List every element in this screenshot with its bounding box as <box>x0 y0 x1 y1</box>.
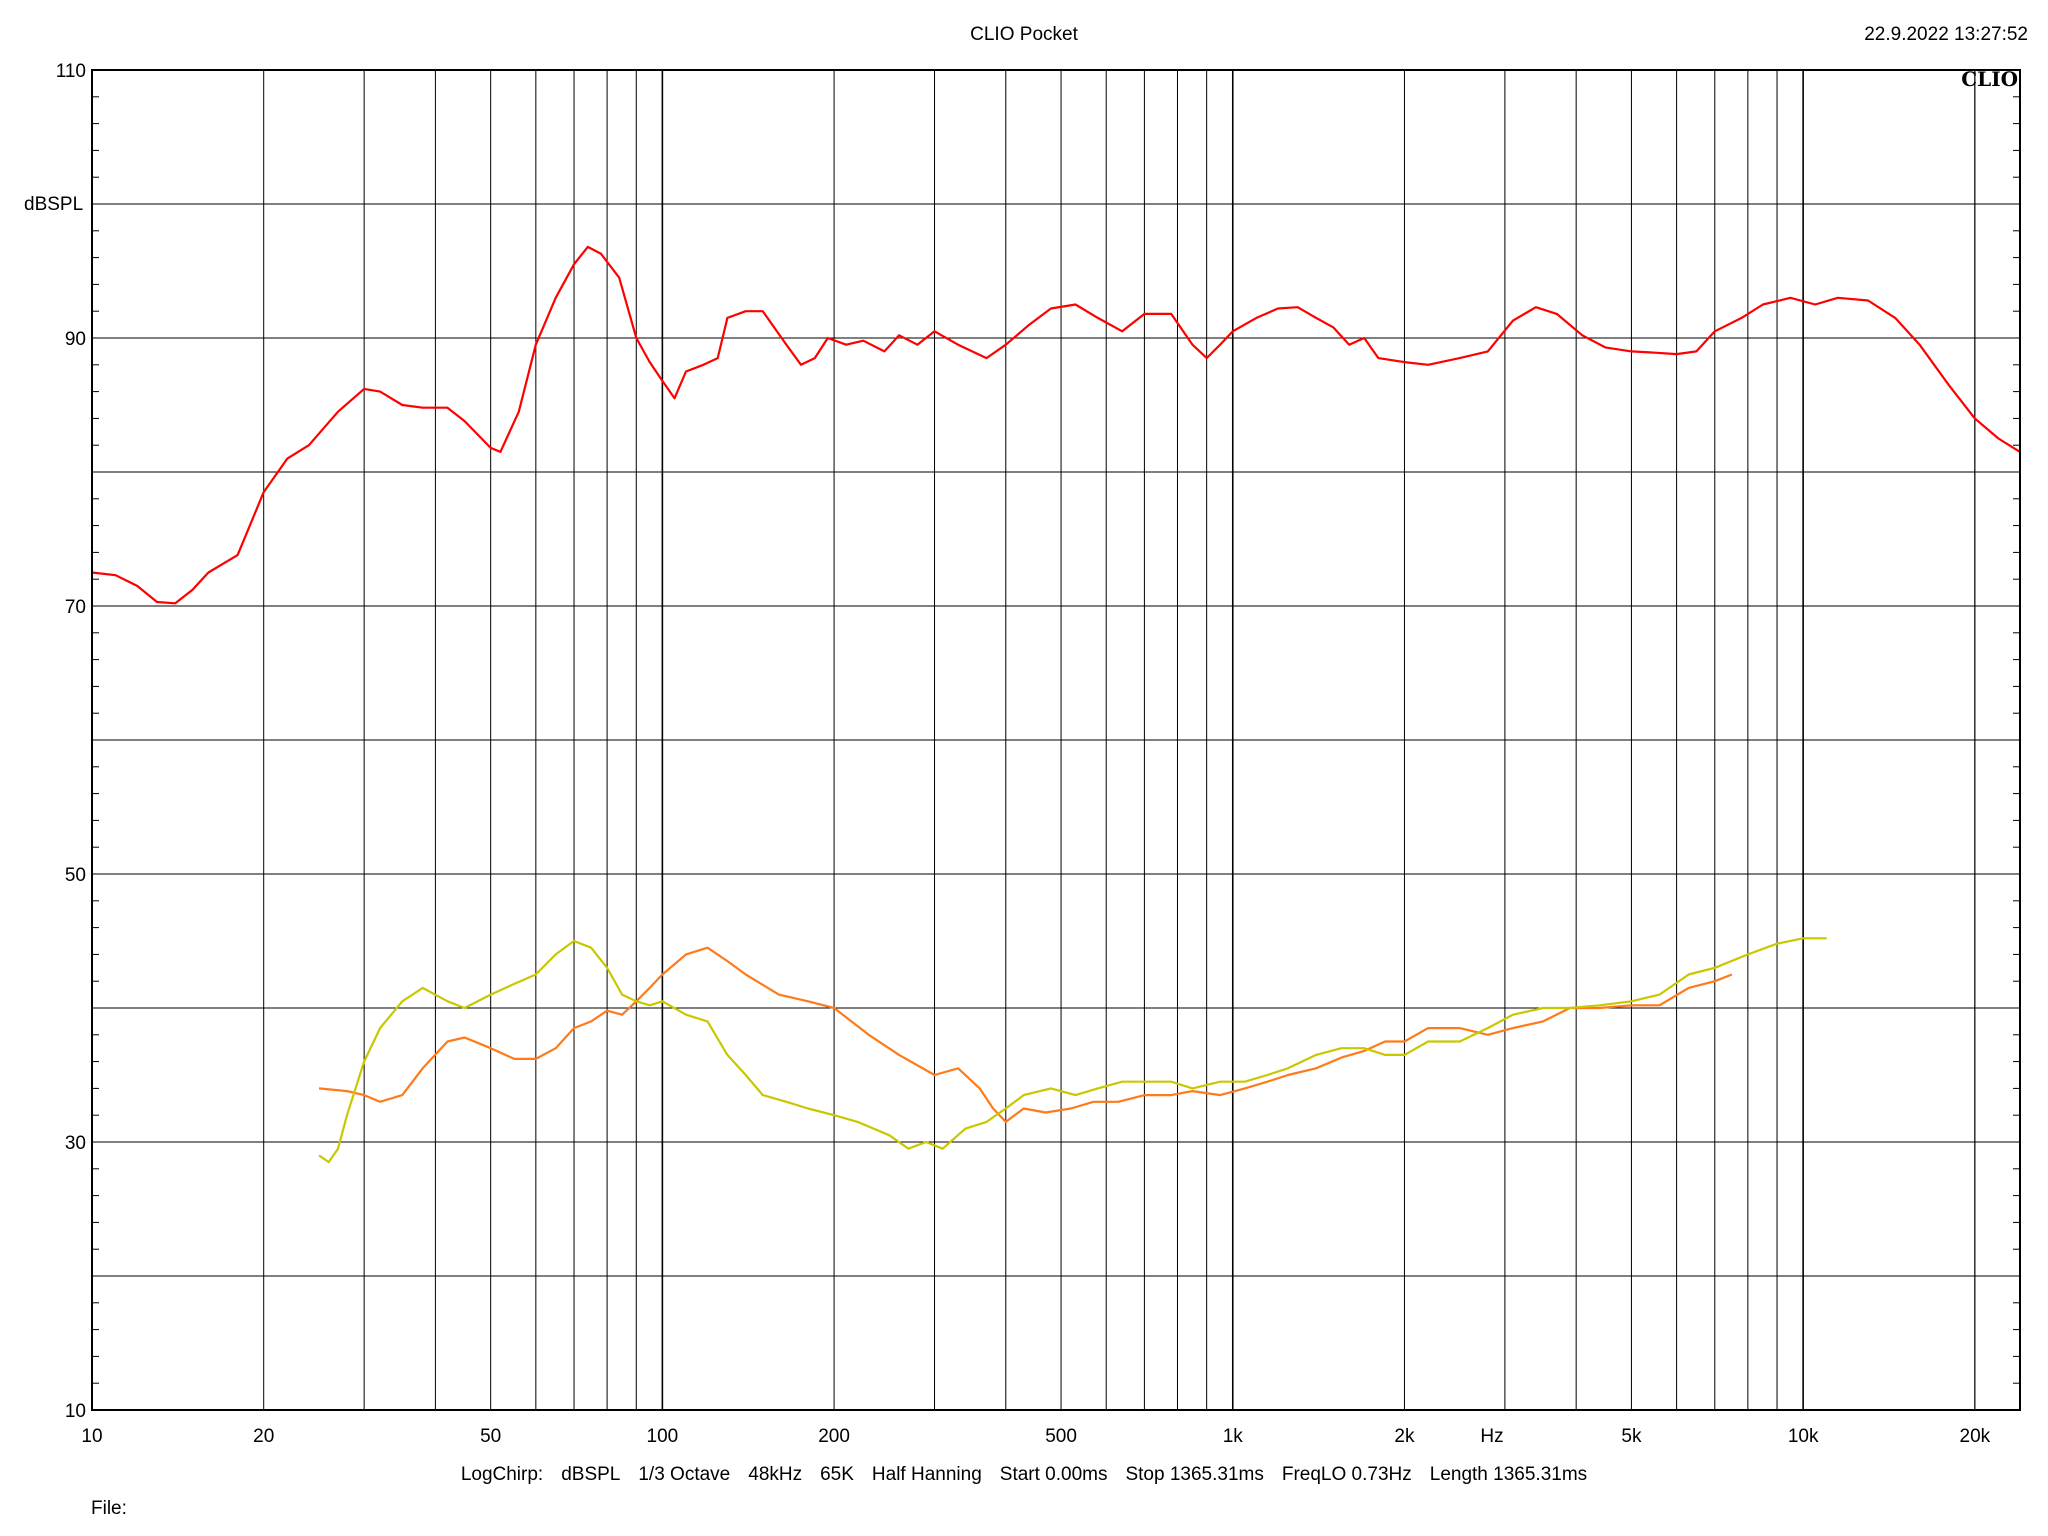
x-tick-label: 10k <box>1788 1426 1819 1447</box>
x-tick-label: 20k <box>1960 1426 1991 1447</box>
measurement-setting: 48kHz <box>748 1464 803 1485</box>
x-axis-unit-label: Hz <box>1480 1426 1503 1447</box>
x-tick-label: 100 <box>647 1426 679 1447</box>
measurement-setting: LogChirp: <box>460 1464 544 1485</box>
y-tick-label: 10 <box>65 1401 86 1422</box>
series-layer <box>91 245 2021 1164</box>
y-tick-label: 50 <box>65 865 86 886</box>
measurement-setting: FreqLO 0.73Hz <box>1281 1464 1412 1485</box>
file-label: File: <box>91 1498 127 1519</box>
measurement-setting: 65K <box>820 1464 854 1485</box>
response-curve-3 <box>318 937 1827 1164</box>
plot-frame <box>91 69 2021 1411</box>
x-tick-label: 5k <box>1621 1426 1642 1447</box>
measurement-setting: dBSPL <box>561 1464 621 1485</box>
x-tick-label: 500 <box>1045 1426 1077 1447</box>
y-tick-label: 70 <box>65 597 86 618</box>
y-tick-label: 110 <box>56 61 86 82</box>
measurement-setting: Half Hanning <box>871 1464 982 1485</box>
timestamp: 22.9.2022 13:27:52 <box>1864 24 2028 45</box>
major-gridlines <box>91 69 2020 1411</box>
x-tick-label: 20 <box>253 1426 274 1447</box>
measurement-setting: Stop 1365.31ms <box>1125 1464 1264 1485</box>
y-tick-labels: 10 30 50 70 90 110 <box>56 61 86 1422</box>
measurement-setting: Length 1365.31ms <box>1429 1464 1588 1485</box>
y-axis-unit-label: dBSPL <box>24 194 83 215</box>
y-tick-label: 90 <box>65 329 86 350</box>
x-tick-label: 2k <box>1394 1426 1415 1447</box>
response-curve-2 <box>318 946 1733 1124</box>
measurement-setting: Start 0.00ms <box>999 1464 1108 1485</box>
response-curve-1 <box>91 245 2021 605</box>
measurement-setting: 1/3 Octave <box>638 1464 731 1485</box>
x-tick-label: 10 <box>81 1426 102 1447</box>
x-tick-labels: 10 20 50 100 200 500 1k 2k 5k 10k 20k <box>81 1426 1990 1447</box>
measurement-settings: LogChirp: dBSPL 1/3 Octave 48kHz 65K Half Han… <box>0 1464 2048 1486</box>
logo: CLIO <box>1961 67 2018 91</box>
app-title: CLIO Pocket <box>970 24 1078 45</box>
x-tick-label: 1k <box>1223 1426 1244 1447</box>
y-tick-label: 30 <box>65 1133 86 1154</box>
x-tick-label: 50 <box>480 1426 501 1447</box>
x-tick-label: 200 <box>818 1426 850 1447</box>
